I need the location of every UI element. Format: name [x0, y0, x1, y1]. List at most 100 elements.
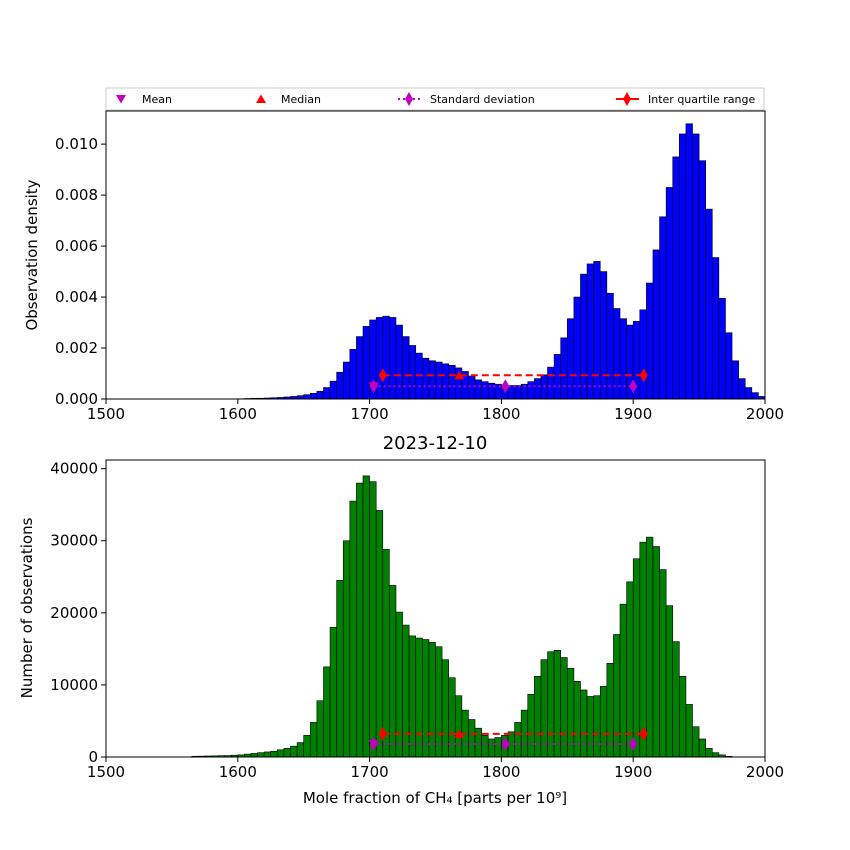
legend-std-marker	[405, 92, 413, 106]
histogram-bar	[711, 752, 720, 758]
histogram-bar	[566, 318, 575, 400]
histogram-bar	[316, 700, 324, 758]
median-marker	[454, 729, 465, 738]
count-y-ticks: 0 10000 20000 30000 40000	[50, 460, 106, 766]
y-tick-label: 0.008	[55, 186, 98, 204]
y-tick-label: 0.002	[55, 339, 98, 357]
histogram-bar	[547, 651, 555, 758]
iqr-marker	[378, 368, 387, 383]
histogram-bar	[646, 282, 654, 400]
density-panel: 1500 1600 1700 1800 1900 2000 0.000 0.002 0.004…	[23, 110, 784, 423]
y-tick-label: 30000	[50, 532, 98, 550]
histogram-bar	[659, 216, 667, 400]
histogram-bar	[573, 681, 581, 758]
histogram-bar	[566, 668, 575, 758]
density-y-ticks: 0.000 0.002 0.004 0.006 0.008 0.010	[55, 135, 106, 408]
histogram-bar	[402, 624, 410, 758]
histogram-bar	[685, 123, 693, 400]
density-x-ticks: 1500 1600 1700 1800 1900 2000	[87, 399, 784, 423]
x-tick-label: 1600	[219, 763, 257, 781]
histogram-bar	[342, 540, 351, 758]
y-tick-label: 20000	[50, 604, 98, 622]
histogram-bar	[303, 394, 311, 400]
histogram-bar	[435, 646, 443, 758]
count-bars	[191, 475, 733, 758]
histogram-bar	[422, 357, 430, 400]
mean-marker	[368, 382, 379, 391]
x-tick-label: 2000	[746, 763, 784, 781]
density-bars	[237, 123, 766, 400]
std-marker	[501, 737, 510, 752]
histogram-bar	[692, 133, 700, 400]
y-tick-label: 0.010	[55, 135, 98, 153]
histogram-bar	[731, 360, 739, 400]
histogram-bar	[725, 332, 733, 400]
histogram-bar	[705, 208, 713, 400]
histogram-bar	[356, 482, 364, 758]
histogram-bar	[349, 348, 357, 400]
histogram-bar	[580, 273, 588, 400]
histogram-bar	[613, 634, 621, 758]
histogram-bar	[679, 133, 687, 400]
count-x-axis-label: Mole fraction of CH₄ [parts per 10⁹]	[303, 789, 567, 807]
x-tick-label: 1500	[87, 405, 125, 423]
histogram-bar	[553, 650, 562, 758]
histogram-bar	[309, 393, 318, 400]
histogram-bar	[573, 296, 581, 400]
histogram-bar	[751, 392, 759, 400]
y-tick-label: 0.000	[55, 390, 98, 408]
histogram-bar	[303, 735, 311, 758]
histogram-bar	[547, 366, 555, 400]
y-tick-label: 0.006	[55, 237, 98, 255]
histogram-bar	[599, 271, 608, 400]
histogram-bar	[290, 745, 298, 758]
histogram-bar	[283, 748, 291, 758]
histogram-bar	[349, 500, 357, 758]
std-marker	[501, 379, 510, 394]
histogram-bar	[553, 354, 562, 400]
histogram-bar	[257, 752, 265, 758]
histogram-bar	[428, 642, 436, 758]
histogram-bar	[560, 337, 568, 400]
median-marker	[454, 370, 465, 380]
histogram-bar	[481, 381, 489, 400]
histogram-bar	[527, 381, 535, 400]
histogram-bar	[336, 580, 344, 758]
legend-iqr-label: Inter quartile range	[648, 93, 755, 106]
histogram-bar	[744, 387, 753, 400]
legend-item-iqr: Inter quartile range	[616, 92, 755, 106]
legend-mean-label: Mean	[142, 93, 172, 106]
histogram-bar	[468, 375, 476, 400]
histogram-bar	[646, 536, 654, 758]
x-tick-label: 1700	[351, 405, 389, 423]
histogram-bar	[507, 385, 515, 400]
y-tick-label: 0.004	[55, 288, 98, 306]
legend-mean-marker	[116, 95, 126, 104]
histogram-bar	[329, 626, 337, 758]
histogram-bar	[382, 549, 390, 758]
histogram-bar	[474, 379, 482, 400]
histogram-bar	[336, 371, 344, 400]
histogram-bar	[448, 677, 456, 758]
histogram-bar	[428, 360, 436, 400]
x-tick-label: 1800	[482, 763, 520, 781]
histogram-bar	[711, 257, 720, 400]
histogram-bar	[652, 546, 660, 758]
histogram-bar	[692, 726, 700, 758]
y-tick-label: 0	[88, 748, 98, 766]
count-panel: 2023-12-10 1500 1600 1700 1800 1900 2000 0 100…	[18, 433, 784, 807]
histogram-bar	[323, 666, 331, 758]
histogram-bar	[586, 263, 594, 400]
histogram-bar	[527, 693, 535, 758]
count-plot-frame	[105, 459, 766, 758]
legend-item-std: Standard deviation	[398, 92, 535, 106]
count-y-axis-label: Number of observations	[18, 517, 36, 698]
histogram-bar	[540, 659, 548, 758]
histogram-bar	[250, 753, 258, 758]
histogram-bar	[395, 611, 403, 758]
histogram-bar	[652, 249, 660, 400]
histogram-bar	[718, 298, 726, 400]
iqr-marker	[378, 726, 387, 741]
histogram-bar	[454, 695, 463, 758]
histogram-bar	[408, 635, 417, 758]
